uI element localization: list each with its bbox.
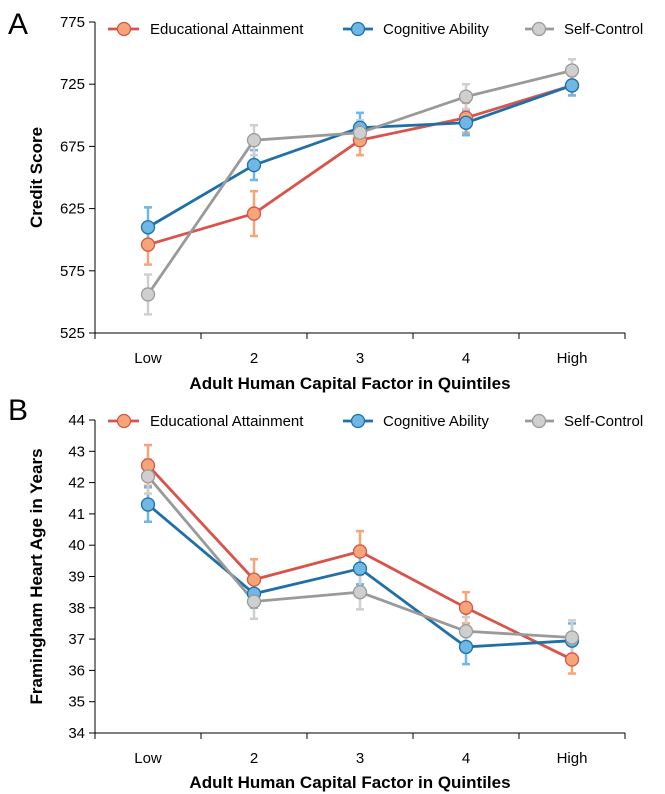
data-point-0 [246,206,262,221]
data-point-2 [246,594,262,609]
legend-marker [116,413,132,429]
data-point-1 [458,115,474,130]
data-point-2 [352,125,368,140]
y-tick-label: 34 [68,725,85,742]
x-tick-label: 2 [250,350,258,367]
data-point-0 [140,237,156,252]
legend-label: Cognitive Ability [383,413,489,430]
data-point-0 [564,652,580,667]
y-tick-label: 40 [68,537,85,554]
y-axis-title: Credit Score [27,127,46,228]
series-line-0 [147,84,573,247]
legend-marker [116,21,132,37]
data-point-1 [140,497,156,512]
data-point-1 [352,561,368,576]
data-point-0 [352,544,368,559]
y-tick-label: 575 [60,263,85,280]
y-tick-label: 43 [68,443,85,460]
y-tick-label: 625 [60,201,85,218]
x-tick-label: 3 [356,350,364,367]
x-tick-label: High [557,750,588,767]
legend-label: Educational Attainment [150,21,304,38]
data-point-1 [458,639,474,655]
y-tick-label: 44 [68,412,85,429]
data-point-2 [140,469,156,484]
data-point-2 [246,133,262,148]
y-tick-label: 775 [60,14,85,31]
legend-label: Self-Control [564,413,643,430]
y-tick-label: 37 [68,631,85,648]
legend-label: Cognitive Ability [383,21,489,38]
data-point-2 [140,287,156,302]
data-point-2 [458,624,474,639]
y-tick-label: 675 [60,138,85,155]
y-tick-label: 35 [68,694,85,711]
panel-letter: B [8,394,28,427]
y-tick-label: 42 [68,475,85,492]
y-tick-label: 36 [68,662,85,679]
data-point-1 [140,220,156,235]
y-tick-label: 725 [60,76,85,93]
legend-marker [531,413,547,429]
y-tick-label: 38 [68,600,85,617]
x-axis-title: Adult Human Capital Factor in Quintiles [189,773,510,792]
data-point-0 [246,572,262,587]
x-tick-label: 3 [356,750,364,767]
y-tick-label: 39 [68,569,85,586]
legend-label: Educational Attainment [150,413,304,430]
x-tick-label: Low [134,350,162,367]
data-point-2 [564,63,580,78]
x-tick-label: 2 [250,750,258,767]
legend-marker [350,21,366,37]
legend-marker [350,413,366,429]
x-tick-label: 4 [462,750,470,767]
panel-letter: A [8,8,28,41]
y-tick-label: 525 [60,325,85,342]
data-point-1 [246,157,262,173]
data-point-1 [564,78,580,93]
x-tick-label: Low [134,750,162,767]
data-point-2 [564,630,580,645]
legend-label: Self-Control [564,21,643,38]
x-tick-label: High [557,350,588,367]
data-point-2 [458,89,474,104]
panel-a: A 525 575 625 675 725 775 Low 2 3 4 High Adult Human… [8,8,643,393]
y-tick-label: 41 [68,506,85,523]
x-axis-title: Adult Human Capital Factor in Quintiles [189,374,510,393]
x-tick-label: 4 [462,350,470,367]
data-point-0 [458,600,474,615]
data-point-2 [352,585,368,600]
legend-marker [531,21,547,37]
y-axis-title: Framingham Heart Age in Years [27,448,46,704]
